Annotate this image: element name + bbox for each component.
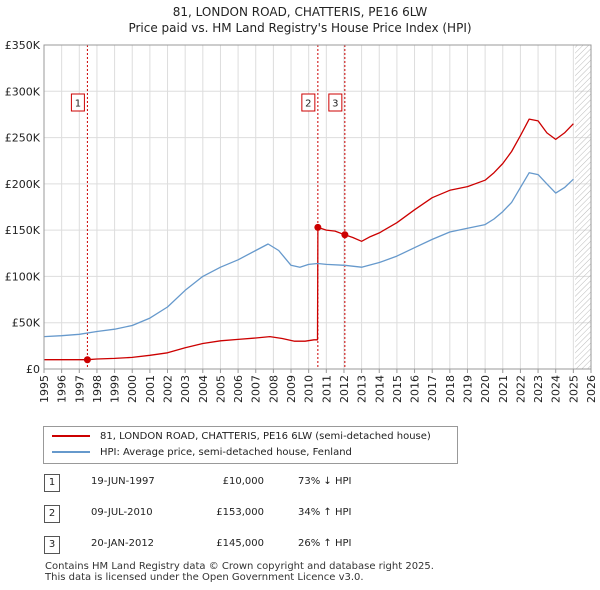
x-tick-label: 2025 xyxy=(567,375,580,403)
marker-label: 3 xyxy=(332,99,338,110)
y-tick-label: £50K xyxy=(12,317,41,330)
y-tick-label: £100K xyxy=(5,270,41,283)
x-tick-label: 2007 xyxy=(250,375,263,403)
y-tick-label: £300K xyxy=(5,85,41,98)
x-axis: 1995 1996 1997 1998 1999 2000 2001 2002 2003 2004… xyxy=(38,369,598,403)
footer-licence: This data is licensed under the Open Gov… xyxy=(45,572,364,583)
x-tick-label: 2010 xyxy=(303,375,316,403)
y-tick-label: £350K xyxy=(5,39,41,52)
chart-title-address: 81, LONDON ROAD, CHATTERIS, PE16 6LW xyxy=(172,5,428,19)
x-tick-label: 2023 xyxy=(532,375,545,403)
marker-box xyxy=(328,93,343,112)
x-tick-label: 2018 xyxy=(444,375,457,403)
x-tick-label: 2013 xyxy=(356,375,369,403)
chart-subtitle: Price paid vs. HM Land Registry's House … xyxy=(128,21,472,35)
forecast-hatch xyxy=(575,45,591,369)
marker-label: 2 xyxy=(305,99,311,110)
x-tick-label: 2011 xyxy=(320,375,333,403)
transaction-date: 20-JAN-2012 xyxy=(91,538,155,549)
x-tick-label: 2019 xyxy=(461,375,474,403)
y-tick-label: £250K xyxy=(5,132,41,145)
legend-label-hpi: HPI: Average price, semi-detached house,… xyxy=(100,447,352,458)
sale-point xyxy=(314,223,322,231)
x-tick-label: 2012 xyxy=(338,375,351,403)
legend-label-property: 81, LONDON ROAD, CHATTERIS, PE16 6LW (se… xyxy=(100,431,431,442)
legend: 81, LONDON ROAD, CHATTERIS, PE16 6LW (se… xyxy=(43,426,458,464)
series-group xyxy=(44,118,574,361)
legend-item-property: 81, LONDON ROAD, CHATTERIS, PE16 6LW (se… xyxy=(52,429,431,445)
y-tick-label: £0 xyxy=(26,363,40,376)
transaction-badge: 2 xyxy=(44,505,60,523)
x-tick-label: 1998 xyxy=(91,375,104,403)
transaction-price: £10,000 xyxy=(222,476,264,487)
x-tick-label: 1996 xyxy=(56,375,69,403)
marker-label: 1 xyxy=(75,99,81,110)
x-tick-label: 2020 xyxy=(479,375,492,403)
x-tick-label: 2008 xyxy=(267,375,280,403)
transaction-price: £153,000 xyxy=(216,507,264,518)
transaction-date: 19-JUN-1997 xyxy=(91,476,155,487)
x-tick-label: 2001 xyxy=(144,375,157,403)
x-tick-label: 2024 xyxy=(550,375,563,403)
x-tick-label: 2026 xyxy=(585,375,598,403)
x-tick-label: 1999 xyxy=(109,375,122,403)
transaction-hpi-diff: 73% ↓ HPI xyxy=(298,476,352,487)
x-tick-label: 2016 xyxy=(409,375,422,403)
transaction-markers: 1 2 3 xyxy=(70,93,349,364)
x-tick-label: 1995 xyxy=(38,375,51,403)
marker-box xyxy=(70,93,85,112)
x-tick-label: 2004 xyxy=(197,375,210,403)
legend-swatch-property xyxy=(52,435,90,437)
x-tick-label: 2014 xyxy=(373,375,386,403)
x-tick-label: 2021 xyxy=(497,375,510,403)
sale-point xyxy=(341,231,349,239)
series-line-hpi xyxy=(44,172,574,338)
y-tick-label: £200K xyxy=(5,178,41,191)
x-tick-label: 2002 xyxy=(162,375,175,403)
transaction-badge: 3 xyxy=(44,536,60,554)
plot-frame xyxy=(43,44,592,370)
transaction-badge: 1 xyxy=(44,474,60,492)
sale-point xyxy=(83,356,91,364)
price-chart: 1 2 3 £0 £50K £100K £150K £200K £250K £300K £350K… xyxy=(5,39,598,403)
y-tick-label: £150K xyxy=(5,224,41,237)
x-tick-label: 2003 xyxy=(179,375,192,403)
transaction-hpi-diff: 26% ↑ HPI xyxy=(298,538,352,549)
transaction-hpi-diff: 34% ↑ HPI xyxy=(298,507,352,518)
x-tick-label: 2005 xyxy=(214,375,227,403)
legend-item-hpi: HPI: Average price, semi-detached house,… xyxy=(52,445,352,461)
x-tick-label: 2000 xyxy=(126,375,139,403)
x-tick-label: 2017 xyxy=(426,375,439,403)
hatched-region xyxy=(575,45,591,369)
marker-box xyxy=(301,93,316,112)
transaction-date: 09-JUL-2010 xyxy=(91,507,153,518)
x-tick-label: 1997 xyxy=(73,375,86,403)
x-tick-label: 2006 xyxy=(232,375,245,403)
y-axis: £0 £50K £100K £150K £200K £250K £300K £350K xyxy=(5,39,41,376)
legend-swatch-hpi xyxy=(52,451,90,453)
footer-copyright: Contains HM Land Registry data © Crown c… xyxy=(45,561,434,572)
series-line-property xyxy=(44,118,574,361)
x-tick-label: 2009 xyxy=(285,375,298,403)
x-tick-label: 2015 xyxy=(391,375,404,403)
x-tick-label: 2022 xyxy=(514,375,527,403)
transaction-price: £145,000 xyxy=(216,538,264,549)
